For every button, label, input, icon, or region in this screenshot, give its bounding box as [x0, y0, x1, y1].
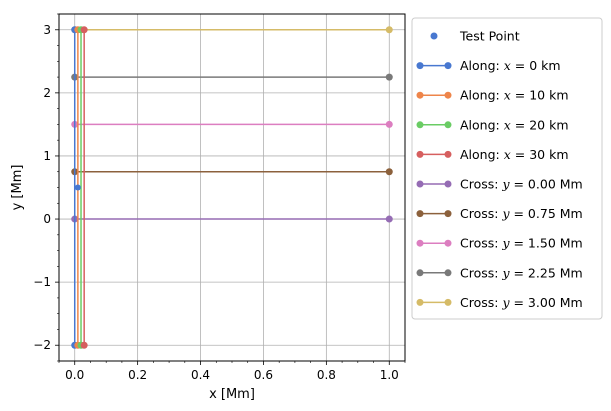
x-tick-label: 0.4	[191, 368, 210, 382]
legend-marker	[416, 269, 424, 277]
series-marker	[385, 120, 393, 128]
legend-marker	[430, 32, 438, 40]
series-marker	[385, 26, 393, 34]
legend-marker	[416, 298, 424, 306]
legend-entry: Along: x = 20 km	[416, 117, 569, 132]
legend-label: Along: x = 20 km	[460, 117, 569, 132]
legend-marker	[416, 150, 424, 158]
grid	[59, 14, 405, 361]
y-tick-label: 2	[43, 86, 51, 100]
legend-marker	[416, 62, 424, 70]
y-tick-label: −1	[33, 275, 51, 289]
legend-marker	[444, 121, 452, 129]
x-axis-label: x [Mm]	[209, 387, 255, 402]
legend-marker	[444, 62, 452, 70]
legend: Test Point Along: x = 0 km Along: x = 10 k…	[411, 17, 603, 320]
legend-entry: Cross: y = 2.25 Mm	[416, 265, 583, 280]
legend-label: Along: x = 30 km	[460, 147, 569, 162]
y-tick-label: 0	[43, 212, 51, 226]
legend-marker	[416, 210, 424, 218]
x-tick-label: 0.6	[254, 368, 273, 382]
x-tick-label: 0.8	[317, 368, 336, 382]
legend-marker	[444, 210, 452, 218]
legend-marker	[444, 91, 452, 99]
test-point-marker	[74, 184, 81, 191]
legend-frame	[411, 17, 603, 320]
y-tick-label: 1	[43, 149, 51, 163]
legend-entry: Along: x = 0 km	[416, 58, 561, 73]
legend-label: Cross: y = 0.75 Mm	[460, 206, 583, 221]
legend-label: Cross: y = 2.25 Mm	[460, 265, 583, 280]
x-tick-label: 1.0	[380, 368, 399, 382]
legend-entry: Cross: y = 3.00 Mm	[416, 295, 583, 310]
legend-entry: Test Point	[430, 29, 520, 44]
y-tick-label: 3	[43, 23, 51, 37]
legend-entry: Cross: y = 1.50 Mm	[416, 236, 583, 251]
legend-marker	[444, 269, 452, 277]
legend-marker	[444, 239, 452, 247]
x-tick-label: 0.0	[65, 368, 84, 382]
legend-label: Cross: y = 0.00 Mm	[460, 177, 583, 192]
series-marker	[385, 215, 393, 223]
legend-label: Cross: y = 3.00 Mm	[460, 295, 583, 310]
plot-frame	[58, 13, 406, 362]
legend-entry: Along: x = 10 km	[416, 88, 569, 103]
series-marker	[385, 73, 393, 81]
legend-label: Test Point	[459, 29, 520, 44]
series-marker	[80, 26, 88, 34]
legend-entry: Along: x = 30 km	[416, 147, 569, 162]
series-layer	[71, 26, 393, 349]
legend-label: Along: x = 0 km	[460, 58, 561, 73]
y-tick-label: −2	[33, 338, 51, 352]
legend-marker	[416, 121, 424, 129]
legend-marker	[444, 298, 452, 306]
legend-entry: Cross: y = 0.00 Mm	[416, 177, 583, 192]
legend-label: Cross: y = 1.50 Mm	[460, 236, 583, 251]
legend-label: Along: x = 10 km	[460, 88, 569, 103]
x-tick-label: 0.2	[128, 368, 147, 382]
ticks: 0.0 0.2 0.4 0.6 0.8 1.0 −2 −1 0 1 2 3	[33, 13, 406, 382]
y-axis-label: y [Mm]	[10, 165, 25, 211]
legend-marker	[444, 150, 452, 158]
series-marker	[80, 341, 88, 349]
legend-marker	[444, 180, 452, 188]
legend-entry: Cross: y = 0.75 Mm	[416, 206, 583, 221]
legend-marker	[416, 239, 424, 247]
series-marker	[385, 168, 393, 176]
legend-marker	[416, 91, 424, 99]
legend-marker	[416, 180, 424, 188]
